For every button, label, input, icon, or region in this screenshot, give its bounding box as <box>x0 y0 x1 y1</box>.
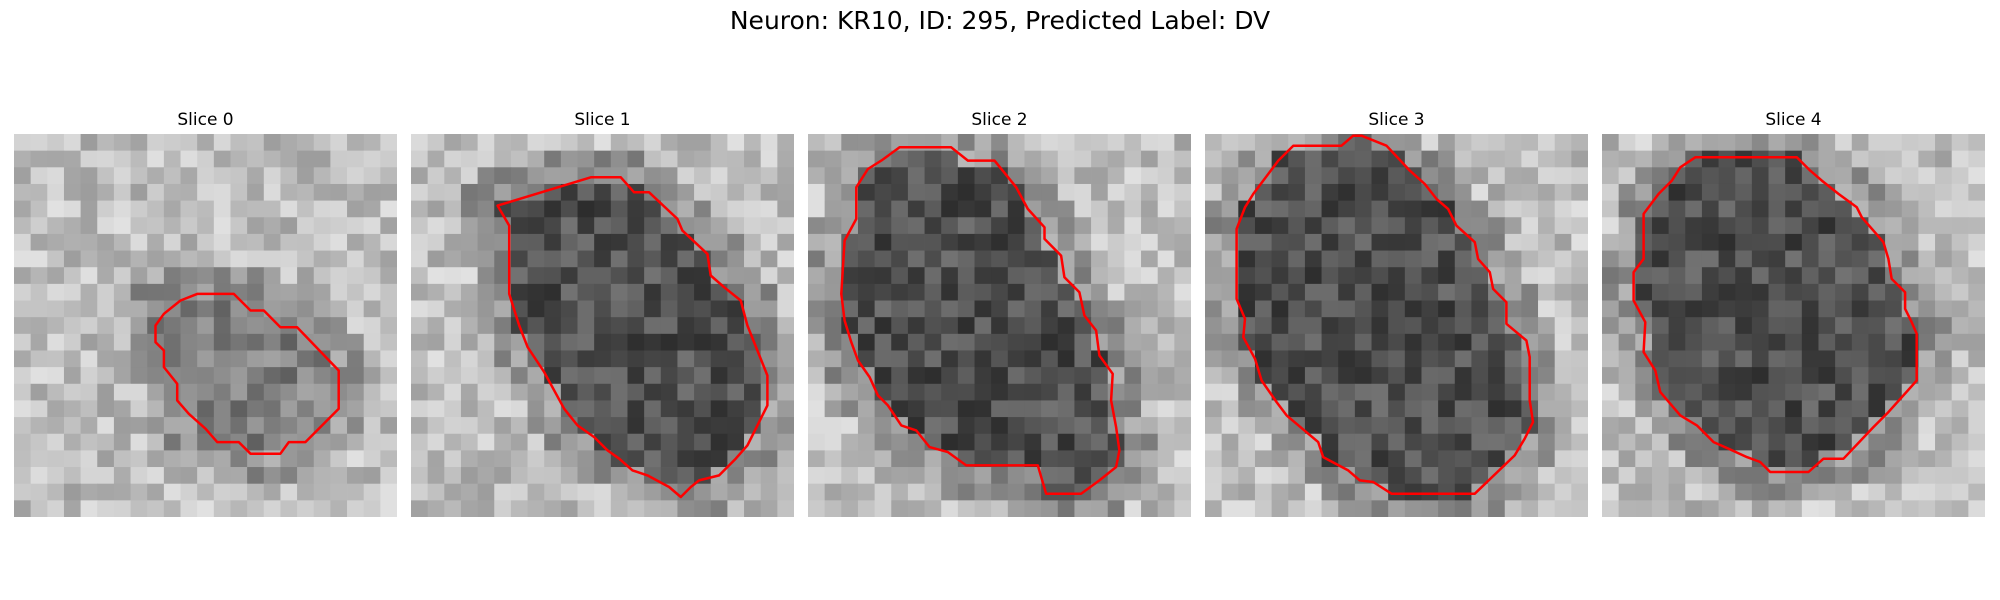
slice-contour-0 <box>154 292 340 455</box>
slice-panel-3: Slice 3 <box>1205 108 1588 517</box>
figure-title: Neuron: KR10, ID: 295, Predicted Label: … <box>729 6 1271 35</box>
slice-title-4: Slice 4 <box>1765 110 1822 130</box>
slice-contour-4 <box>1632 156 1918 474</box>
slice-panel-2: Slice 2 <box>808 108 1191 517</box>
slice-title-0: Slice 0 <box>177 110 234 130</box>
slice-image-2 <box>808 134 1191 517</box>
slice-image-0 <box>14 134 397 517</box>
slice-heatmap-0 <box>14 134 397 517</box>
slice-title-2: Slice 2 <box>971 110 1028 130</box>
slice-image-3 <box>1205 134 1588 517</box>
slice-panel-0: Slice 0 <box>14 108 397 517</box>
slice-panel-4: Slice 4 <box>1602 108 1985 517</box>
slice-image-4 <box>1602 134 1985 517</box>
slice-contour-1 <box>496 176 769 499</box>
slice-heatmap-2 <box>808 134 1191 517</box>
slice-heatmap-4 <box>1602 134 1985 517</box>
slice-heatmap-1 <box>411 134 794 517</box>
slice-title-3: Slice 3 <box>1368 110 1425 130</box>
slice-heatmap-3 <box>1205 134 1588 517</box>
slice-contour-2 <box>840 146 1121 495</box>
slice-title-1: Slice 1 <box>574 110 631 130</box>
slice-image-1 <box>411 134 794 517</box>
slice-contour-3 <box>1235 134 1535 495</box>
slice-panel-1: Slice 1 <box>411 108 794 517</box>
